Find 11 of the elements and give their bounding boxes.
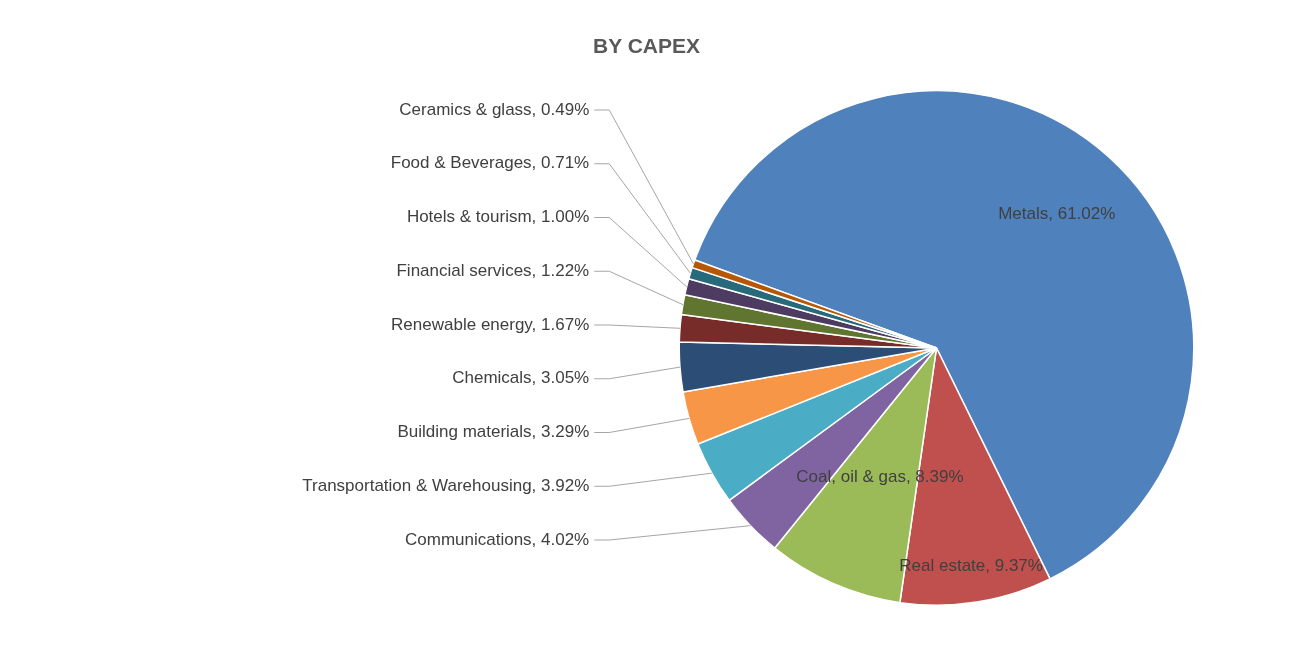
slice-label: Communications, 4.02% bbox=[404, 529, 590, 549]
slice-label: Transportation & Warehousing, 3.92% bbox=[302, 475, 590, 495]
slice-label: Ceramics & glass, 0.49% bbox=[399, 99, 590, 119]
slice-label: Food & Beverages, 0.71% bbox=[390, 153, 590, 173]
chart-title: BY CAPEX bbox=[592, 34, 701, 58]
slice-label: Metals, 61.02% bbox=[998, 203, 1116, 223]
slice-label: Financial services, 1.22% bbox=[396, 260, 590, 280]
slice-label: Chemicals, 3.05% bbox=[452, 368, 590, 388]
slice-label: Hotels & tourism, 1.00% bbox=[406, 207, 590, 227]
slice-label: Renewable energy, 1.67% bbox=[391, 314, 590, 334]
slice-label: Building materials, 3.29% bbox=[397, 422, 590, 442]
